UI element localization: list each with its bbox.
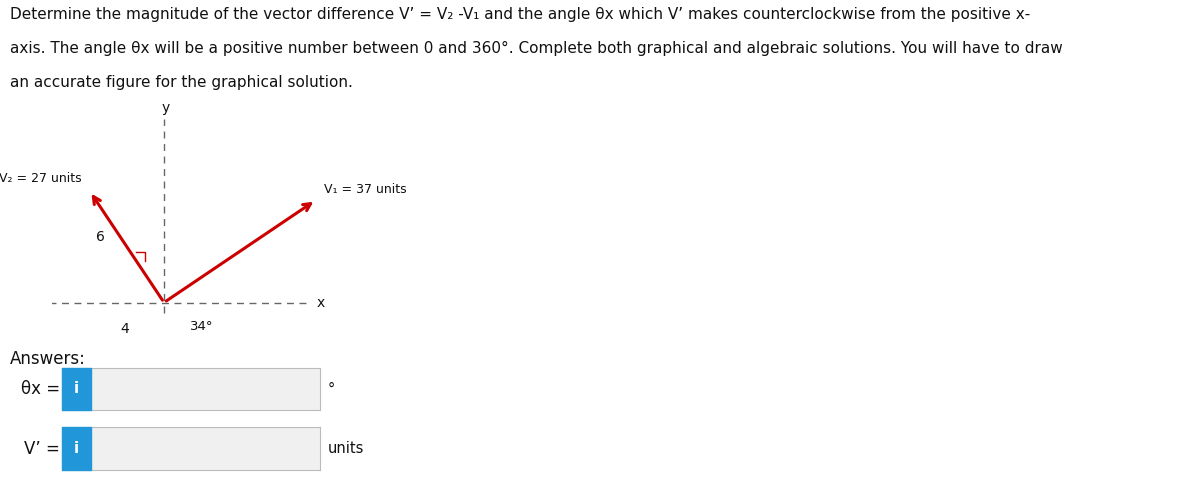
- Text: units: units: [328, 441, 364, 456]
- Text: Answers:: Answers:: [10, 350, 85, 368]
- Text: an accurate figure for the graphical solution.: an accurate figure for the graphical sol…: [10, 75, 353, 90]
- Text: 34°: 34°: [190, 320, 214, 332]
- Text: V₁ = 37 units: V₁ = 37 units: [324, 183, 407, 196]
- Text: x: x: [317, 296, 325, 310]
- Text: 6: 6: [96, 230, 106, 244]
- Text: Determine the magnitude of the vector difference V’ = V₂ -V₁ and the angle θx wh: Determine the magnitude of the vector di…: [10, 7, 1030, 22]
- Text: y: y: [162, 101, 170, 115]
- Text: θx =: θx =: [20, 380, 60, 398]
- Text: 4: 4: [120, 322, 130, 336]
- Text: V₂ = 27 units: V₂ = 27 units: [0, 172, 82, 185]
- Text: V’ =: V’ =: [24, 439, 60, 458]
- Text: axis. The angle θx will be a positive number between 0 and 360°. Complete both g: axis. The angle θx will be a positive nu…: [10, 41, 1062, 56]
- Bar: [62, 368, 91, 410]
- Text: i: i: [74, 381, 79, 397]
- Text: i: i: [74, 441, 79, 456]
- Bar: [62, 427, 91, 470]
- Text: °: °: [328, 381, 335, 397]
